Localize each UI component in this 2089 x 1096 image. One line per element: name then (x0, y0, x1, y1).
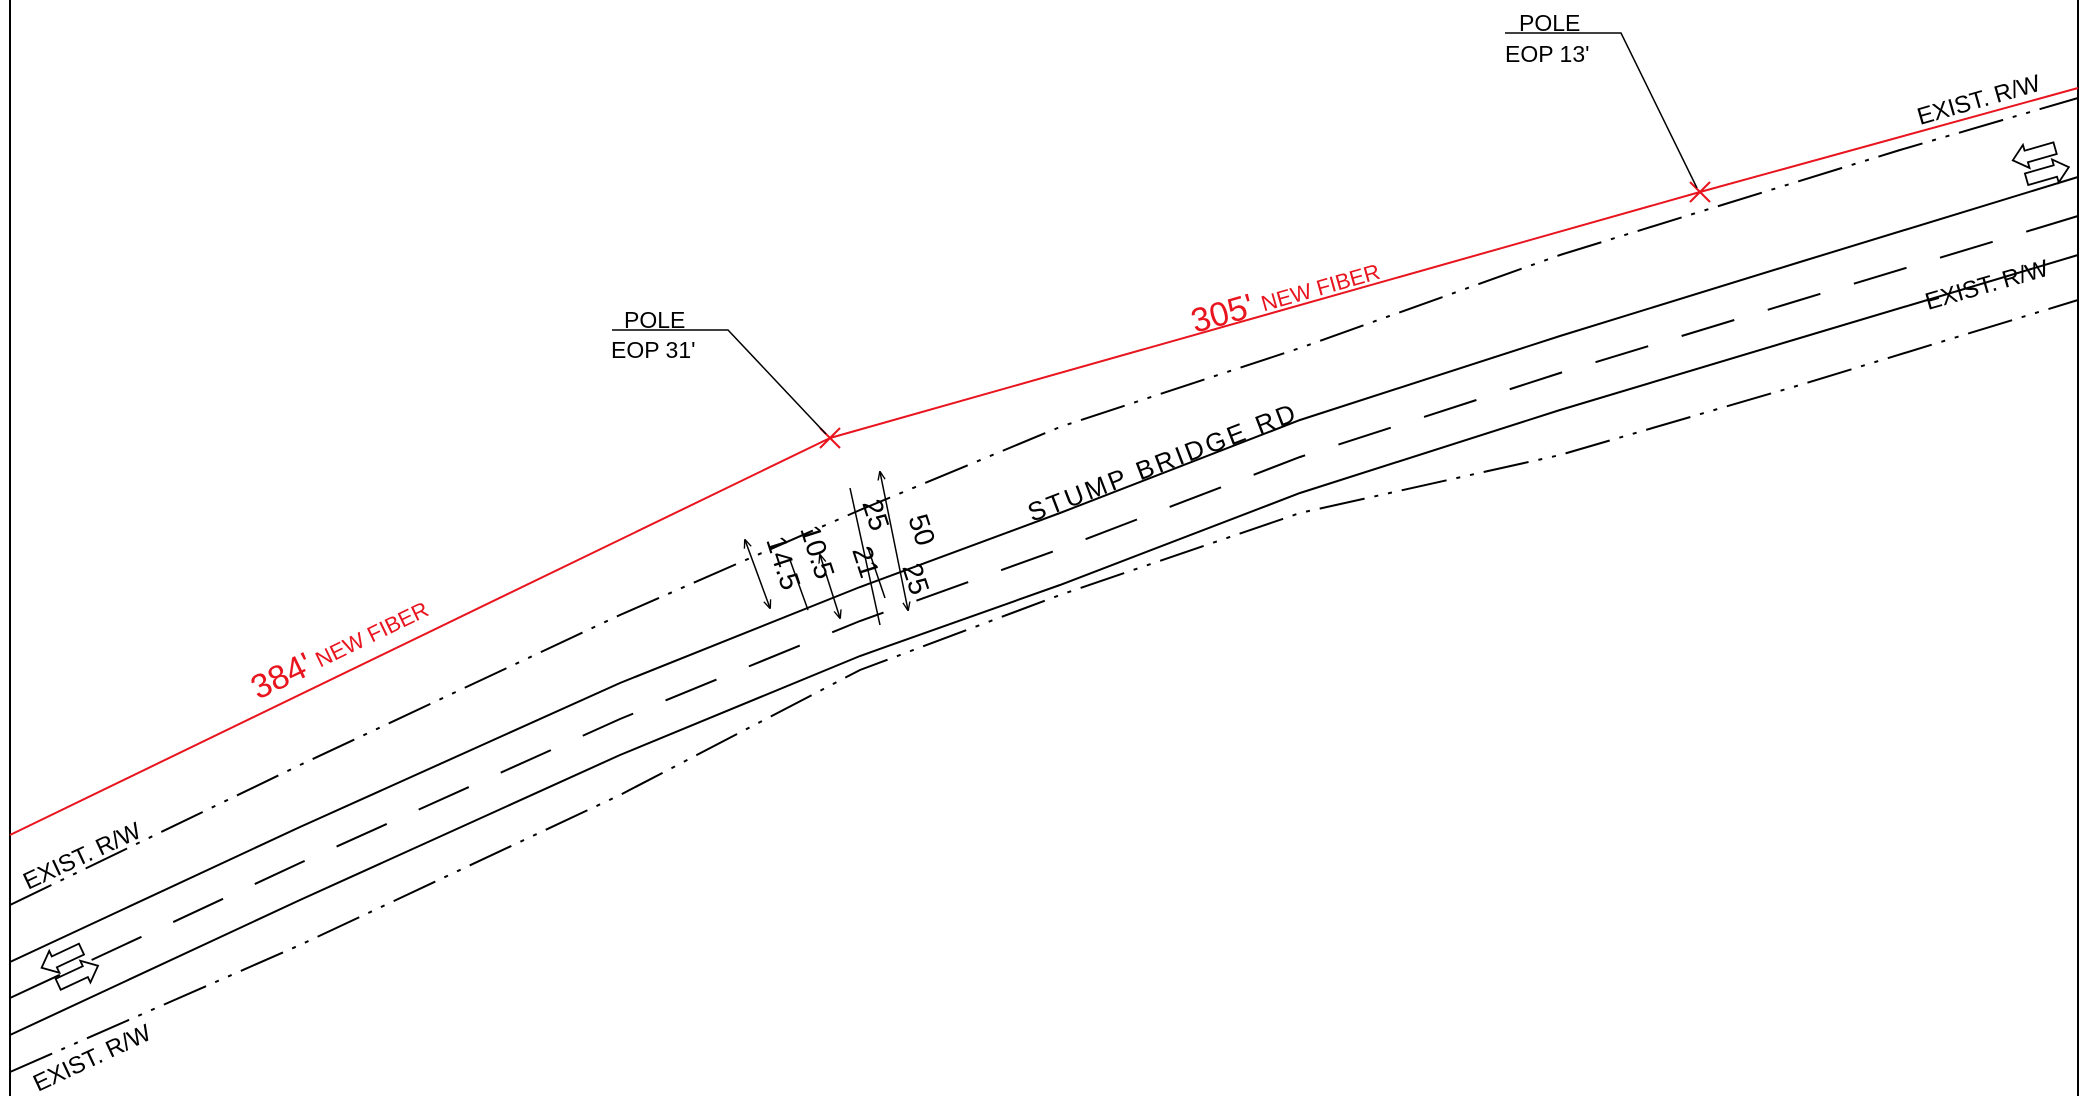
dimension-pavement: 21 (846, 542, 885, 581)
edge-of-pavement-lines (9, 176, 2079, 1036)
row-label-lower-right: EXIST. R/W (1922, 255, 2052, 316)
new-fiber-route (9, 87, 2079, 836)
svg-text:384': 384' (245, 645, 318, 707)
road-centerline (9, 215, 2079, 999)
dimension-lower-row: 25 (896, 559, 935, 598)
fiber-label-305: 305' NEW FIBER (1187, 259, 1383, 341)
svg-text:305': 305' (1187, 287, 1258, 341)
sheet-border (9, 0, 2079, 1096)
row-line-lower (9, 299, 2079, 1073)
pole-x-marker-icon (1689, 181, 1711, 203)
dimension-upper-row: 25 (856, 495, 895, 534)
row-dimensions (745, 472, 908, 626)
edge-of-pavement-upper (9, 176, 2079, 963)
fiber-segment-305 (829, 87, 2079, 439)
row-line-upper (9, 97, 2079, 906)
traffic-direction-arrows-icon (2011, 141, 2071, 187)
svg-text:NEW FIBER: NEW FIBER (1258, 259, 1382, 316)
pole-label: POLE (1519, 10, 1580, 36)
pole-offset: EOP 31' (611, 337, 696, 363)
pole-callout-2: POLE EOP 13' (1505, 10, 1698, 189)
row-label-upper-right: EXIST. R/W (1914, 70, 2044, 131)
fiber-label-384: 384' NEW FIBER (245, 597, 432, 708)
dimension-total-row: 50 (902, 510, 941, 549)
pole-label: POLE (624, 307, 685, 333)
pole-offset: EOP 13' (1505, 41, 1590, 67)
fiber-segment-384 (9, 437, 831, 836)
row-label-upper-left: EXIST. R/W (19, 817, 146, 895)
row-label-lower-left: EXIST. R/W (29, 1019, 156, 1096)
right-of-way-lines (9, 97, 2079, 1073)
edge-of-pavement-lower (9, 254, 2079, 1036)
pole-callout-1: POLE EOP 31' (611, 307, 827, 435)
traffic-direction-arrows-icon (40, 942, 100, 991)
